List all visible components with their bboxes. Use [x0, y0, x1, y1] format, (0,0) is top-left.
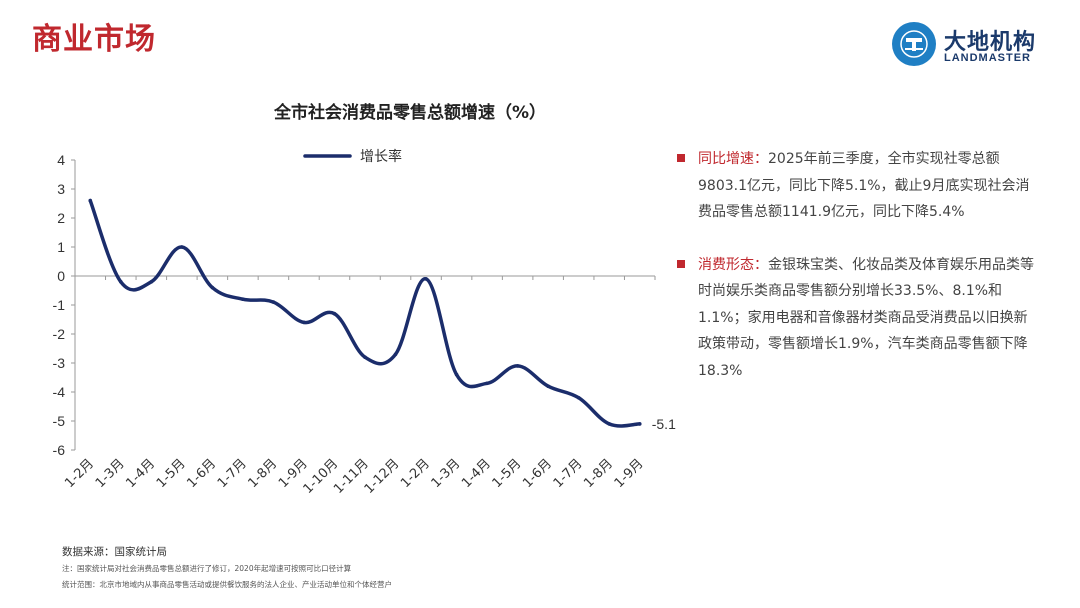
- x-tick-label: 1-3月: [93, 456, 128, 491]
- data-point: [180, 245, 184, 249]
- y-tick-label: 1: [57, 239, 65, 255]
- revision-note: 注：国家统计局对社会消费品零售总额进行了修订，2020年起增速可按照可比口径计算: [62, 564, 352, 573]
- x-tick-label: 1-4月: [123, 456, 158, 491]
- bullet-marker-icon: [677, 154, 685, 162]
- bullet-growth: 同比增速：2025年前三季度，全市实现社零总额9803.1亿元，同比下降5.1%…: [676, 146, 1036, 226]
- data-point: [271, 300, 276, 304]
- x-tick-label: 1-6月: [520, 456, 555, 491]
- scope-note: 统计范围：北京市地域内从事商品零售活动或提供餐饮服务的法人企业、产业活动单位和个…: [62, 580, 392, 589]
- bullet-list: 同比增速：2025年前三季度，全市实现社零总额9803.1亿元，同比下降5.1%…: [676, 146, 1036, 410]
- y-tick-label: -1: [53, 297, 66, 313]
- page-title: 商业市场: [32, 22, 156, 57]
- data-point: [302, 320, 306, 325]
- logo-emblem-icon: [892, 22, 936, 66]
- bullet-text: 金银珠宝类、化妆品类及体育娱乐用品类等时尚娱乐类商品零售额分别增长33.5%、8…: [698, 256, 1034, 379]
- data-point: [424, 277, 428, 281]
- y-tick-label: -6: [53, 442, 66, 458]
- bullet-marker-icon: [677, 259, 685, 268]
- x-tick-label: 1-4月: [459, 456, 494, 491]
- y-tick-label: 3: [57, 181, 65, 197]
- legend-label: 增长率: [360, 148, 402, 165]
- y-tick-label: -5: [53, 413, 66, 429]
- data-point: [241, 297, 245, 301]
- bullet-heading: 同比增速：: [698, 151, 768, 167]
- data-point: [393, 352, 398, 357]
- y-tick-label: 4: [57, 152, 65, 168]
- data-point: [485, 381, 489, 386]
- x-tick-label: 1-5月: [154, 456, 189, 491]
- x-tick-label: 1-7月: [215, 456, 250, 491]
- logo: 大地机构 LANDMASTER: [892, 22, 1062, 66]
- data-point: [546, 384, 550, 388]
- y-tick-label: 0: [57, 268, 65, 284]
- y-tick-label: -2: [53, 326, 66, 342]
- data-point: [515, 364, 520, 368]
- x-tick-label: 1-8月: [245, 456, 280, 491]
- data-point: [576, 396, 581, 400]
- data-point: [637, 422, 642, 426]
- data-point: [454, 372, 459, 377]
- data-point: [607, 422, 612, 426]
- footnotes: 数据来源：国家统计局 注：国家统计局对社会消费品零售总额进行了修订，2020年起…: [62, 544, 682, 595]
- data-source-note: 数据来源：国家统计局: [62, 546, 167, 558]
- data-point: [210, 285, 215, 290]
- x-tick-label: 1-5月: [490, 456, 525, 491]
- data-point: [332, 311, 337, 316]
- x-tick-label: 1-2月: [62, 456, 97, 491]
- data-point: [88, 198, 93, 203]
- bullet-text: 2025年前三季度，全市实现社零总额9803.1亿元，同比下降5.1%，截止9月…: [698, 151, 1030, 220]
- y-tick-label: -4: [53, 384, 66, 400]
- bullet-heading: 消费形态：: [698, 256, 768, 273]
- bullet-consumption: 消费形态：金银珠宝类、化妆品类及体育娱乐用品类等时尚娱乐类商品零售额分别增长33…: [676, 252, 1036, 385]
- chart-title: 全市社会消费品零售总额增速（%）: [273, 103, 547, 123]
- end-value-label: -5.1: [652, 416, 676, 432]
- y-tick-label: -3: [53, 355, 66, 371]
- data-point: [118, 280, 123, 284]
- x-tick-label: 1-12月: [362, 456, 403, 497]
- x-tick-label: 1-6月: [184, 456, 219, 491]
- x-tick-label: 1-2月: [398, 456, 433, 491]
- y-tick-label: 2: [57, 210, 65, 226]
- logo-name-en: LANDMASTER: [944, 52, 1031, 64]
- x-tick-label: 1-7月: [551, 456, 586, 491]
- x-tick-label: 1-8月: [581, 456, 616, 491]
- data-point: [363, 355, 367, 359]
- series-line-增长率: [88, 198, 642, 428]
- data-point: [149, 280, 154, 284]
- x-tick-label: 1-9月: [612, 456, 647, 491]
- line-chart: 43210-1-2-3-4-5-61-2月1-3月1-4月1-5月1-6月1-7…: [53, 148, 677, 497]
- x-tick-label: 1-3月: [429, 456, 464, 491]
- logo-name-cn: 大地机构: [944, 30, 1037, 55]
